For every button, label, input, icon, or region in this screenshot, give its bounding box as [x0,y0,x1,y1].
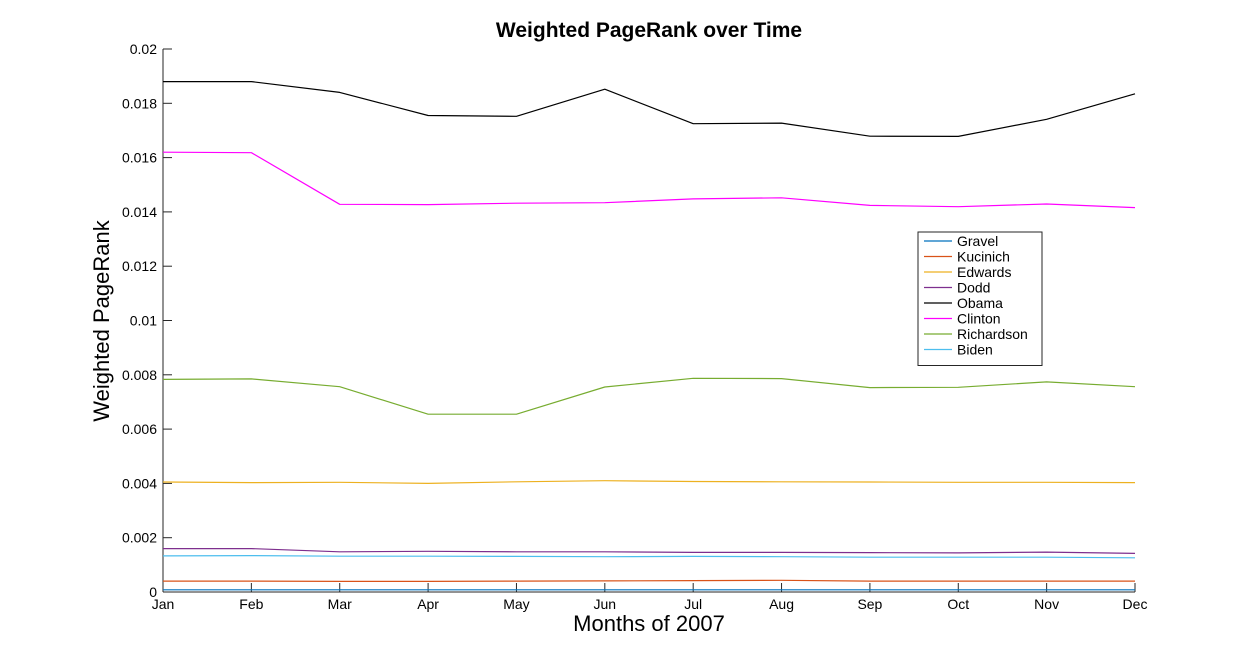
series-line-biden [162,554,1136,559]
y-tick-label: 0.004 [122,475,157,491]
legend-label-gravel: Gravel [957,233,998,249]
legend: GravelKucinichEdwardsDoddObamaClintonRic… [917,231,1043,366]
x-tick-label: Jul [684,596,702,612]
x-tick-label: Jan [152,596,175,612]
legend-label-edwards: Edwards [957,264,1011,280]
x-axis-title: Months of 2007 [573,611,725,636]
x-tick-label: Oct [947,596,969,612]
x-tick-label: Dec [1123,596,1148,612]
series-line-edwards [162,480,1136,484]
y-tick-label: 0.008 [122,367,157,383]
series-line-clinton [162,151,1136,209]
axes: 0 0.002 0.004 0.006 0.008 0.01 0.012 0.014 0.016… [122,41,1148,612]
y-tick-label: 0.006 [122,421,157,437]
x-tick-label: May [503,596,529,612]
y-tick-label: 0.018 [122,95,157,111]
x-tick-label: Jun [594,596,617,612]
x-tick-label: Apr [417,596,439,612]
legend-label-dodd: Dodd [957,280,990,296]
series-line-richardson [162,377,1136,415]
y-tick-label: 0.002 [122,530,157,546]
series-line-kucinich [163,579,1135,583]
legend-label-biden: Biden [957,342,993,358]
legend-label-richardson: Richardson [957,326,1028,342]
x-tick-label: Feb [239,596,263,612]
x-tick-label: Sep [857,596,882,612]
series-layer [162,80,1136,591]
y-tick-label: 0.016 [122,150,157,166]
legend-box [917,231,1043,366]
series-line-obama [163,80,1136,137]
x-tick-label: Nov [1034,596,1059,612]
series-line-dodd [163,547,1136,554]
legend-label-obama: Obama [957,295,1003,311]
y-tick-label: 0.01 [130,313,157,329]
legend-label-kucinich: Kucinich [957,249,1010,265]
x-tick-label: Mar [328,596,352,612]
legend-label-clinton: Clinton [957,311,1001,327]
y-tick-label: 0.012 [122,258,157,274]
y-tick-label: 0.02 [130,41,157,57]
y-tick-label: 0 [149,584,157,600]
x-tick-label: Aug [769,596,794,612]
y-axis-title: Weighted PageRank [89,219,114,421]
y-tick-label: 0.014 [122,204,157,220]
chart-title: Weighted PageRank over Time [496,19,802,42]
